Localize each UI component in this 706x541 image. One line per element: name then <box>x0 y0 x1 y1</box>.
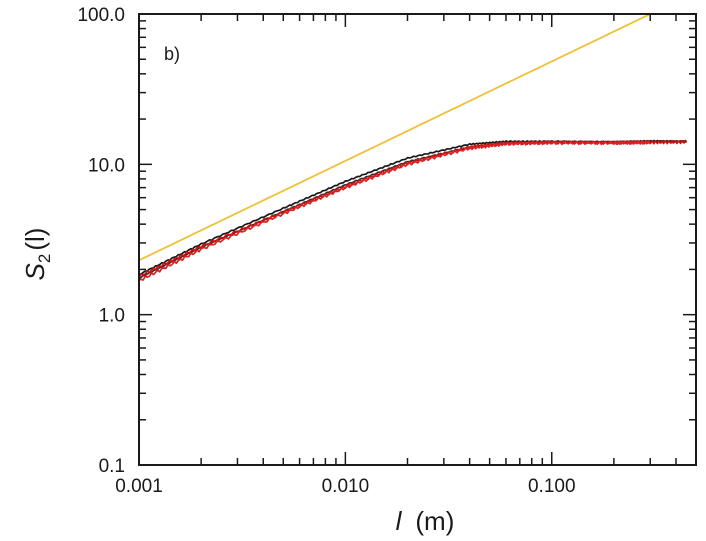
x-axis-label-unit: (m) <box>415 506 454 536</box>
x-axis-label: l (m) <box>396 506 455 536</box>
x-axis-label-symbol: l <box>396 506 403 536</box>
series-line-1 <box>139 14 651 262</box>
series-line-5 <box>139 140 651 281</box>
y-tick-label: 100.0 <box>77 5 125 26</box>
y-axis-label-subscript: 2 <box>35 254 54 263</box>
y-tick-label: 0.1 <box>99 456 125 477</box>
tick-layer: 0.001 0.010 0.100 0.1 1.0 10.0 100.0 <box>77 5 697 497</box>
x-tick-label: 0.100 <box>528 476 576 497</box>
y-tick-label: 1.0 <box>99 306 125 327</box>
x-tick-label: 0.001 <box>115 476 163 497</box>
y-axis-label: S2 (l) <box>20 228 54 281</box>
y-tick-label: 10.0 <box>88 155 125 176</box>
plot-frame <box>138 13 697 466</box>
x-tick-label: 0.010 <box>322 476 370 497</box>
series-layer <box>139 14 688 281</box>
y-axis-label-symbol: S <box>20 262 50 280</box>
panel-label: b) <box>164 44 180 64</box>
y-axis-label-argument: (l) <box>20 228 50 251</box>
